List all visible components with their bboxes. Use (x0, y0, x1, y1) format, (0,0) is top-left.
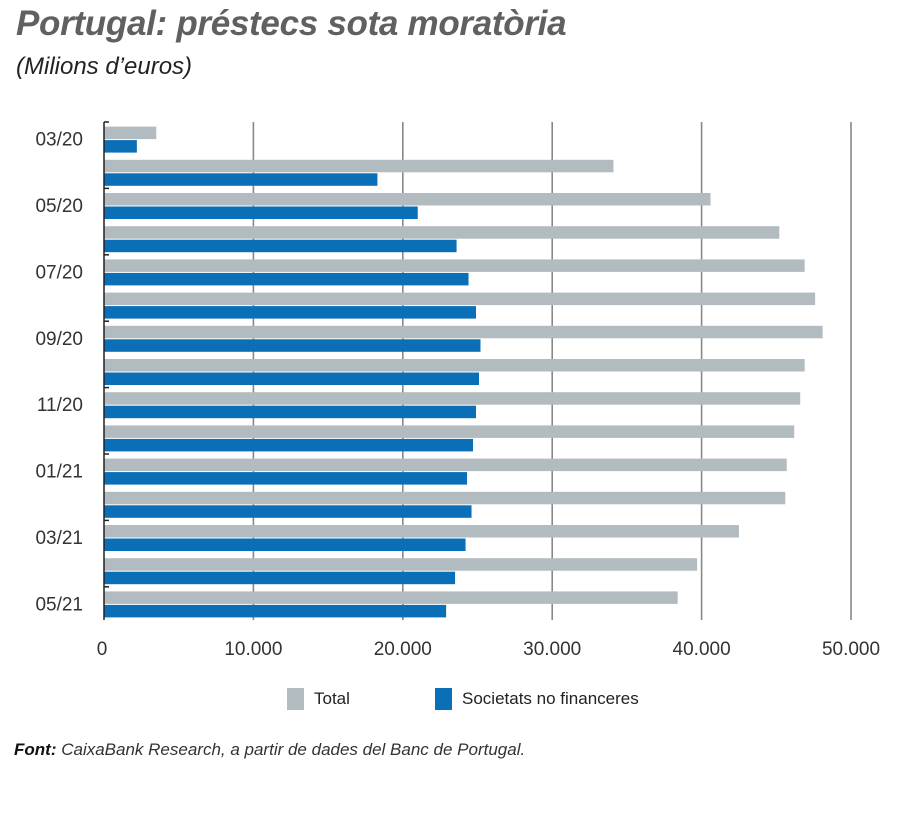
y-axis (103, 121, 109, 620)
y-tick-labels: 03/20 05/20 07/20 09/20 11/20 01/21 03/21 05/21 (35, 130, 83, 616)
chart-title: Portugal: préstecs sota moratòria (16, 4, 567, 43)
bar-snf (104, 173, 378, 186)
x-tick-label: 0 (97, 639, 108, 660)
source-note: Font: CaixaBank Research, a partir de da… (14, 740, 525, 760)
legend-item-total: Total (287, 688, 350, 710)
bar-snf (104, 306, 477, 319)
bar-snf (104, 538, 466, 551)
bars (104, 126, 823, 618)
bar-total (104, 392, 801, 405)
y-tick-label: 09/20 (35, 329, 83, 350)
bar-total (104, 193, 711, 206)
legend-label-snf: Societats no financeres (462, 689, 639, 708)
bar-snf (104, 239, 457, 253)
bar-total (104, 292, 816, 306)
bar-snf (104, 339, 481, 352)
bar-snf (104, 604, 447, 618)
y-tick-label: 05/21 (35, 594, 83, 615)
bar-total (104, 259, 805, 272)
source-text: CaixaBank Research, a partir de dades de… (56, 740, 526, 759)
bar-chart: 03/20 05/20 07/20 09/20 11/20 01/21 03/21 05/21… (35, 121, 880, 660)
bar-snf (104, 372, 479, 385)
y-tick-label: 05/20 (35, 196, 83, 217)
bar-total (104, 558, 698, 571)
bar-snf (104, 140, 137, 153)
legend-label-total: Total (314, 689, 350, 708)
bar-total (104, 325, 823, 339)
chart-subtitle: (Milions d’euros) (16, 53, 193, 80)
bar-total (104, 126, 157, 140)
x-tick-label: 10.000 (224, 639, 282, 660)
bar-snf (104, 206, 418, 219)
bar-snf (104, 505, 472, 518)
bar-total (104, 525, 739, 538)
y-tick-label: 11/20 (37, 395, 83, 416)
x-tick-labels: 0 10.000 20.000 30.000 40.000 50.000 (97, 639, 880, 660)
x-tick-label: 50.000 (822, 639, 880, 660)
bar-total (104, 491, 786, 505)
bar-total (104, 425, 795, 438)
y-tick-label: 01/21 (35, 462, 83, 483)
source-label: Font: (14, 740, 57, 759)
bar-snf (104, 571, 456, 585)
bar-total (104, 458, 787, 472)
x-tick-label: 40.000 (673, 639, 731, 660)
bar-snf (104, 438, 474, 452)
bar-snf (104, 472, 468, 485)
legend-swatch-snf (435, 688, 452, 710)
bar-snf (104, 405, 477, 419)
x-tick-label: 20.000 (374, 639, 432, 660)
y-tick-label: 03/20 (35, 130, 83, 151)
x-tick-label: 30.000 (523, 639, 581, 660)
y-tick-label: 07/20 (35, 262, 83, 283)
y-tick-label: 03/21 (35, 528, 83, 549)
bar-total (104, 159, 614, 173)
bar-total (104, 359, 805, 372)
bar-snf (104, 272, 469, 286)
legend-item-snf: Societats no financeres (435, 688, 639, 710)
legend-swatch-total (287, 688, 304, 710)
bar-total (104, 226, 780, 239)
bar-total (104, 591, 678, 604)
